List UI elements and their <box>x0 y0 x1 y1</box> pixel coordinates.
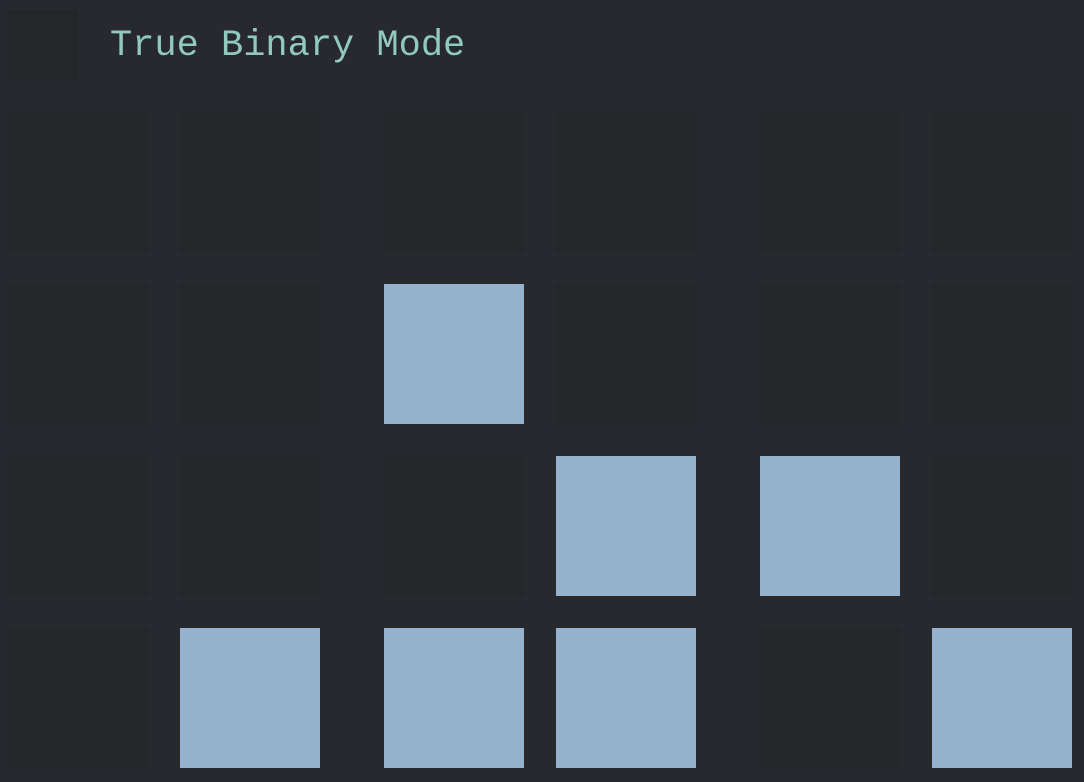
binary-cell-r1-c4-off <box>556 112 696 252</box>
binary-cell-r1-c6-off <box>932 112 1072 252</box>
binary-cell-r4-c3-on <box>384 628 524 768</box>
binary-cell-r2-c6-off <box>932 284 1072 424</box>
binary-cell-r4-c4-on <box>556 628 696 768</box>
binary-cell-r2-c1-off <box>8 284 148 424</box>
binary-cell-r4-c2-on <box>180 628 320 768</box>
binary-cell-r4-c5-off <box>760 628 900 768</box>
binary-cell-r1-c1-off <box>8 112 148 252</box>
binary-cell-r4-c1-off <box>8 628 148 768</box>
binary-cell-r4-c6-on <box>932 628 1072 768</box>
binary-cell-r1-c3-off <box>384 112 524 252</box>
binary-cell-r3-c3-off <box>384 456 524 596</box>
binary-cell-r3-c6-off <box>932 456 1072 596</box>
binary-cell-r2-c3-on <box>384 284 524 424</box>
binary-cell-r3-c1-off <box>8 456 148 596</box>
binary-cell-r2-c5-off <box>760 284 900 424</box>
binary-cell-r3-c5-on <box>760 456 900 596</box>
binary-cell-r1-c2-off <box>180 112 320 252</box>
binary-cell-r3-c4-on <box>556 456 696 596</box>
mode-toggle-button[interactable] <box>8 10 78 80</box>
page-title: True Binary Mode <box>110 25 466 67</box>
binary-cell-r2-c4-off <box>556 284 696 424</box>
binary-cell-r1-c5-off <box>760 112 900 252</box>
binary-cell-r3-c2-off <box>180 456 320 596</box>
binary-cell-r2-c2-off <box>180 284 320 424</box>
